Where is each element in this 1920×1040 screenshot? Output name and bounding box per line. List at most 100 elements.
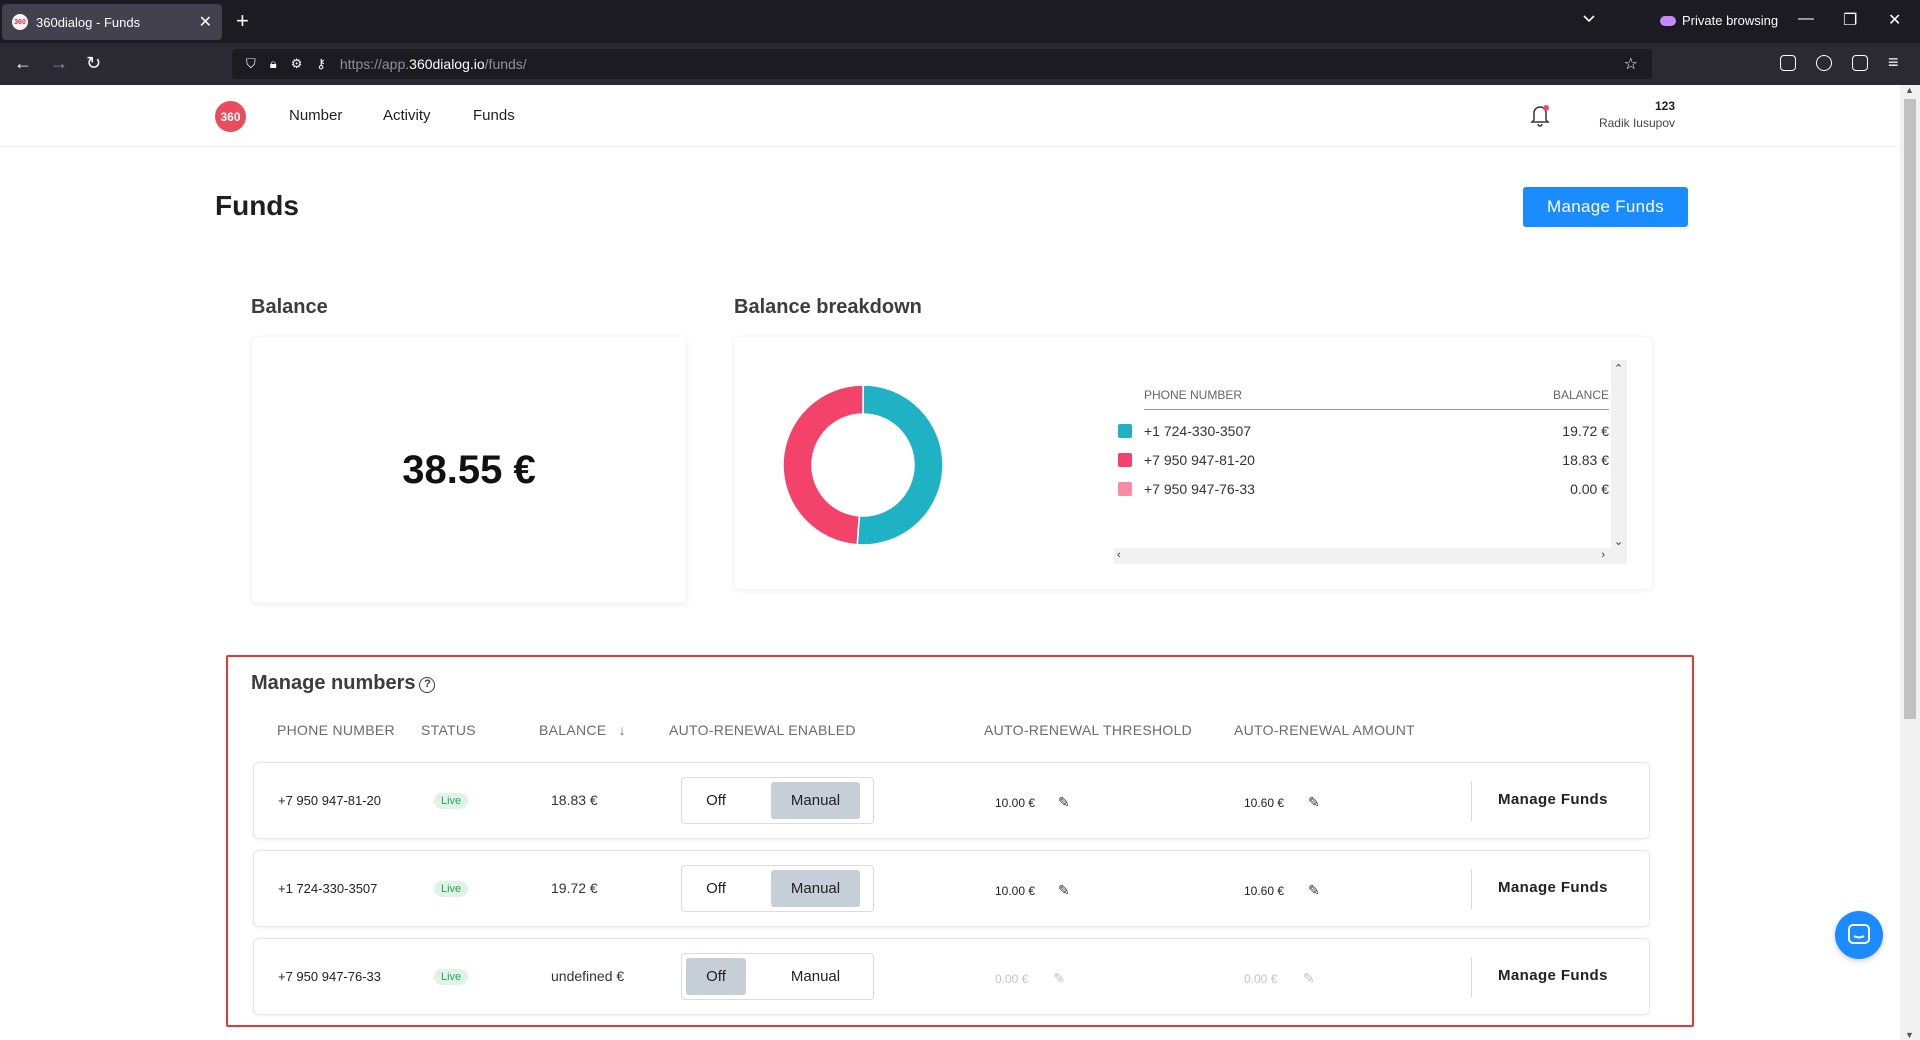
- legend-row: +7 950 947-76-33 0.00 €: [1114, 478, 1609, 502]
- nav-funds[interactable]: Funds: [473, 107, 515, 124]
- menu-icon[interactable]: ≡: [1888, 52, 1899, 72]
- edit-amount-pencil-icon[interactable]: ✎: [1303, 970, 1315, 986]
- close-tab-icon[interactable]: ✕: [198, 14, 212, 31]
- legend-balance: 18.83 €: [1562, 452, 1609, 468]
- chat-launcher-button[interactable]: [1835, 911, 1883, 959]
- row-phone: +7 950 947-81-20: [278, 793, 382, 808]
- scroll-down-icon[interactable]: ⌄: [1614, 536, 1624, 548]
- legend-balance: 0.00 €: [1570, 481, 1609, 497]
- donut-slice[interactable]: [856, 384, 944, 546]
- balance-title: Balance: [251, 296, 328, 318]
- donut-slice[interactable]: [782, 384, 864, 546]
- col-balance[interactable]: BALANCE ↓: [539, 722, 626, 738]
- row-phone: +7 950 947-76-33: [278, 969, 382, 984]
- status-badge: Live: [434, 881, 469, 897]
- legend-horizontal-scrollbar[interactable]: ‹ ›: [1114, 548, 1627, 564]
- balance-breakdown-title: Balance breakdown: [734, 296, 922, 318]
- logo[interactable]: 360: [215, 101, 246, 132]
- url-text[interactable]: https://app.360dialog.io/funds/: [339, 56, 527, 72]
- edit-threshold-pencil-icon[interactable]: ✎: [1053, 970, 1065, 986]
- nav-activity[interactable]: Activity: [383, 107, 431, 124]
- new-tab-icon[interactable]: +: [236, 8, 249, 33]
- reload-icon[interactable]: ↻: [86, 53, 102, 73]
- chevron-down-icon[interactable]: [1582, 12, 1596, 26]
- legend-phone: +7 950 947-76-33: [1144, 481, 1255, 497]
- row-manage-funds-button[interactable]: Manage Funds: [1498, 791, 1608, 808]
- auto-renewal-toggle: Off Manual: [681, 865, 874, 912]
- lock-icon[interactable]: 🔒︎: [269, 56, 277, 71]
- legend-col-phone: PHONE NUMBER: [1144, 388, 1243, 402]
- balance-card: 38.55 €: [252, 337, 686, 603]
- edit-amount-pencil-icon[interactable]: ✎: [1308, 882, 1320, 898]
- manage-numbers-title-text: Manage numbers: [251, 672, 416, 694]
- balance-breakdown-card: [734, 337, 1652, 589]
- col-auto-renewal-enabled: AUTO-RENEWAL ENABLED: [669, 722, 856, 738]
- private-browsing-label: Private browsing: [1682, 13, 1779, 28]
- balance-amount: 38.55 €: [402, 447, 536, 492]
- legend-swatch: [1118, 424, 1132, 438]
- arrow-down-icon[interactable]: ↓: [618, 722, 626, 738]
- help-icon[interactable]: ?: [419, 677, 436, 693]
- browser-navbar: ← → ↻ ⛉ 🔒︎ ⚙︎ ⚷ https://app.360dialog.io…: [0, 43, 1920, 85]
- threshold-value: 10.00 €: [995, 796, 1036, 810]
- back-icon[interactable]: ←: [14, 53, 32, 73]
- row-manage-funds-button[interactable]: Manage Funds: [1498, 879, 1608, 896]
- url-bar[interactable]: ⛉ 🔒︎ ⚙︎ ⚷ https://app.360dialog.io/funds…: [232, 49, 1652, 79]
- col-auto-renewal-threshold: AUTO-RENEWAL THRESHOLD: [984, 722, 1193, 738]
- col-balance-label: BALANCE: [539, 722, 607, 738]
- permissions-icon[interactable]: ⚙︎: [290, 56, 303, 71]
- status-badge: Live: [434, 793, 469, 809]
- toggle-off-option[interactable]: Off: [706, 792, 726, 809]
- row-balance: 18.83 €: [551, 792, 598, 808]
- toggle-manual-option[interactable]: Manual: [771, 782, 860, 819]
- restore-icon[interactable]: ❐: [1843, 12, 1858, 29]
- toggle-manual-option[interactable]: Manual: [790, 968, 841, 985]
- key-icon[interactable]: ⚷: [316, 56, 326, 71]
- user-id: 123: [1654, 99, 1675, 113]
- edit-threshold-pencil-icon[interactable]: ✎: [1058, 882, 1070, 898]
- private-mask-icon: [1660, 15, 1676, 26]
- amount-value: 10.60 €: [1244, 884, 1285, 898]
- toggle-off-option[interactable]: Off: [686, 958, 746, 995]
- breakdown-legend: PHONE NUMBER BALANCE +1 724-330-3507 19.…: [1114, 360, 1627, 566]
- manage-numbers-title: Manage numbers?: [251, 672, 436, 695]
- browser-tab[interactable]: 360 360dialog - Funds ✕: [2, 4, 222, 40]
- extensions-icon[interactable]: [1852, 55, 1868, 71]
- user-menu[interactable]: 123 Radik Iusupov: [1599, 99, 1675, 130]
- scroll-right-icon[interactable]: ›: [1601, 549, 1605, 561]
- forward-icon[interactable]: →: [50, 53, 68, 73]
- toggle-manual-option[interactable]: Manual: [771, 870, 860, 907]
- shield-icon[interactable]: ⛉: [246, 56, 256, 71]
- close-window-icon[interactable]: ✕: [1888, 12, 1902, 29]
- page-scrollbar[interactable]: ▲ ▼: [1900, 85, 1920, 1040]
- row-balance: 19.72 €: [551, 880, 598, 896]
- scroll-up-icon[interactable]: ⌃: [1614, 363, 1624, 375]
- app-header: 360 Number Activity Funds 123 Radik Iusu…: [0, 85, 1900, 147]
- auto-renewal-toggle: Off Manual: [681, 777, 874, 824]
- scroll-up-icon[interactable]: ▲: [1905, 85, 1914, 95]
- legend-vertical-scrollbar[interactable]: ⌃ ⌄: [1611, 360, 1627, 550]
- bookmark-star-icon[interactable]: ☆: [1623, 56, 1638, 73]
- minimize-icon[interactable]: —: [1798, 10, 1814, 27]
- toggle-off-option[interactable]: Off: [706, 880, 726, 897]
- edit-amount-pencil-icon[interactable]: ✎: [1308, 794, 1320, 810]
- legend-swatch: [1118, 482, 1132, 496]
- tab-favicon-icon: 360: [12, 14, 28, 30]
- nav-number[interactable]: Number: [289, 107, 343, 124]
- row-manage-funds-button[interactable]: Manage Funds: [1498, 967, 1608, 984]
- edit-threshold-pencil-icon[interactable]: ✎: [1058, 794, 1070, 810]
- table-row: +1 724-330-3507 Live 19.72 € Off Manual …: [253, 850, 1650, 927]
- pocket-icon[interactable]: [1780, 55, 1796, 71]
- row-phone: +1 724-330-3507: [278, 881, 378, 896]
- bell-icon[interactable]: [1529, 103, 1551, 127]
- account-icon[interactable]: [1816, 55, 1832, 71]
- col-status: STATUS: [421, 722, 476, 738]
- manage-numbers-highlight: [226, 655, 1694, 1027]
- scroll-down-icon[interactable]: ▼: [1905, 1030, 1914, 1040]
- scroll-left-icon[interactable]: ‹: [1117, 549, 1121, 561]
- col-phone-number: PHONE NUMBER: [277, 722, 395, 738]
- manage-funds-button[interactable]: Manage Funds: [1523, 187, 1688, 227]
- private-browsing-indicator: Private browsing: [1660, 13, 1778, 28]
- row-divider: [1471, 869, 1472, 909]
- page-scrollbar-thumb[interactable]: [1904, 99, 1916, 719]
